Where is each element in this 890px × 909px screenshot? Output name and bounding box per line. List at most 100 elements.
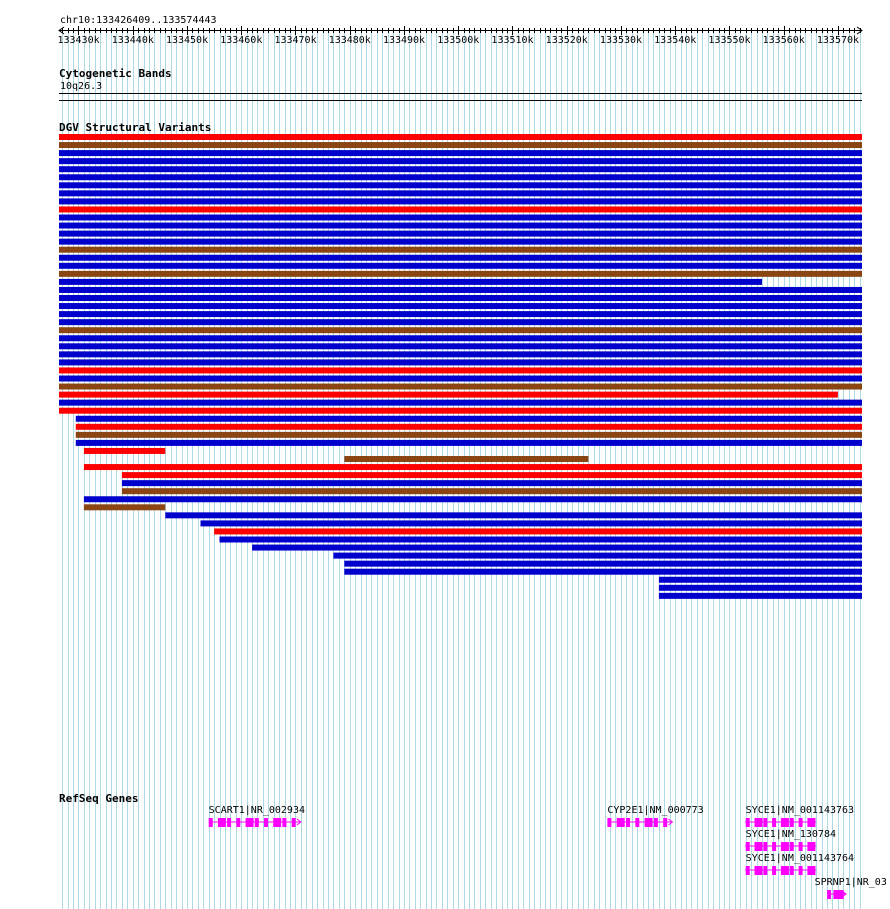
variant-gain xyxy=(214,528,863,535)
gene-exon xyxy=(798,866,803,875)
gene-label[interactable]: SYCE1|NM_130784 xyxy=(745,829,836,840)
gene-exon xyxy=(635,818,640,827)
variant-loss xyxy=(59,190,862,197)
ruler-tick-label: 133570k xyxy=(816,35,860,46)
variant-gain-loss xyxy=(344,456,589,462)
gene-exon xyxy=(264,818,268,827)
gene-label[interactable]: SYCE1|NM_001143763 xyxy=(745,805,855,816)
ruler xyxy=(58,26,863,35)
ruler-tick-label: 133530k xyxy=(599,35,643,46)
ruler-tick-label: 133470k xyxy=(274,35,317,46)
variant-loss xyxy=(59,399,862,406)
variant-loss xyxy=(59,198,862,205)
dgv-variants xyxy=(59,134,863,599)
variant-loss xyxy=(200,520,862,527)
variant-loss xyxy=(121,480,862,487)
strand-arrow-icon xyxy=(744,866,750,874)
gene-label[interactable]: CYP2E1|NM_000773 xyxy=(607,805,704,816)
cytoband-label: 10q26.3 xyxy=(60,81,103,92)
gene-label[interactable]: SYCE1|NM_001143764 xyxy=(745,853,855,864)
variant-loss xyxy=(59,335,862,342)
variant-loss xyxy=(344,568,862,575)
strand-arrow-icon xyxy=(296,818,302,826)
variant-loss xyxy=(658,576,862,583)
track-dividers xyxy=(59,93,862,101)
ruler-tick-label: 133540k xyxy=(654,35,697,46)
gene-exon xyxy=(763,818,768,827)
variant-loss xyxy=(59,222,862,229)
ruler-tick-label: 133490k xyxy=(382,35,426,46)
gene-exon xyxy=(663,818,668,827)
strand-arrow-icon xyxy=(744,842,750,850)
track-title-dgv[interactable]: DGV Structural Variants xyxy=(59,121,212,134)
variant-gain xyxy=(59,134,862,140)
variant-loss xyxy=(59,319,862,326)
gene-exon xyxy=(833,890,842,899)
gene-exon xyxy=(807,842,816,851)
ruler-tick-label: 133430k xyxy=(57,35,100,46)
variant-loss xyxy=(165,512,863,519)
gene-exon xyxy=(236,818,241,827)
gene-exon xyxy=(754,866,763,875)
variant-gain-loss xyxy=(59,270,862,277)
variant-loss xyxy=(59,230,862,237)
gene-exon xyxy=(282,818,287,827)
variant-gain-loss xyxy=(59,383,862,390)
variant-loss xyxy=(59,351,862,358)
gene-label[interactable]: SPRNP1|NR_03 xyxy=(814,877,887,888)
variant-loss xyxy=(658,584,862,591)
variant-gain-loss xyxy=(59,142,862,149)
gene-exon xyxy=(798,818,803,827)
ruler-tick-label: 133520k xyxy=(545,35,588,46)
variant-loss xyxy=(219,536,862,543)
variant-loss xyxy=(59,286,862,293)
variant-loss xyxy=(59,262,862,269)
track-title-refseq[interactable]: RefSeq Genes xyxy=(59,792,139,805)
ruler-right-arrow-icon xyxy=(856,26,863,35)
variant-loss xyxy=(59,311,862,318)
variant-loss xyxy=(59,182,862,189)
ruler-tick-label: 133460k xyxy=(220,35,263,46)
variant-loss xyxy=(75,439,863,446)
gene-exon xyxy=(626,818,630,827)
variant-loss xyxy=(59,214,862,221)
variant-gain xyxy=(59,407,862,414)
gene-exon xyxy=(807,866,816,875)
gene-exon xyxy=(208,818,213,827)
gene-exon xyxy=(745,842,750,851)
gene-exon xyxy=(745,866,750,875)
variant-loss xyxy=(59,238,862,245)
variant-gain xyxy=(59,391,838,398)
variant-gain-loss xyxy=(83,504,166,511)
gene-exon xyxy=(827,890,832,899)
variant-gain xyxy=(121,472,862,479)
gene-exon xyxy=(807,818,816,827)
gene-exon xyxy=(780,866,789,875)
variant-loss xyxy=(83,496,862,503)
variant-gain-loss xyxy=(59,327,862,334)
gene-exon xyxy=(789,818,794,827)
gene-exon xyxy=(653,818,658,827)
gene-exon xyxy=(798,842,803,851)
locus-label: chr10:133426409..133574443 xyxy=(60,15,217,26)
gene-exon xyxy=(616,818,625,827)
variant-loss xyxy=(658,592,862,599)
variant-gain-loss xyxy=(59,246,862,253)
variant-gain xyxy=(83,464,862,471)
gene-exon xyxy=(245,818,254,827)
variant-loss xyxy=(59,174,862,181)
refseq-genes xyxy=(208,818,847,899)
gene-label[interactable]: SCART1|NR_002934 xyxy=(208,805,305,816)
variant-loss xyxy=(252,544,863,551)
gene-exon xyxy=(839,890,844,899)
variant-loss xyxy=(59,254,862,261)
ruler-tick-label: 133560k xyxy=(762,35,805,46)
variant-loss xyxy=(344,560,862,567)
variant-loss xyxy=(59,295,862,301)
gene-exon xyxy=(754,818,763,827)
variant-loss xyxy=(59,359,862,366)
gene-exon xyxy=(772,818,777,827)
track-title-cytoband[interactable]: Cytogenetic Bands xyxy=(59,67,172,80)
gene-exon xyxy=(273,818,282,827)
